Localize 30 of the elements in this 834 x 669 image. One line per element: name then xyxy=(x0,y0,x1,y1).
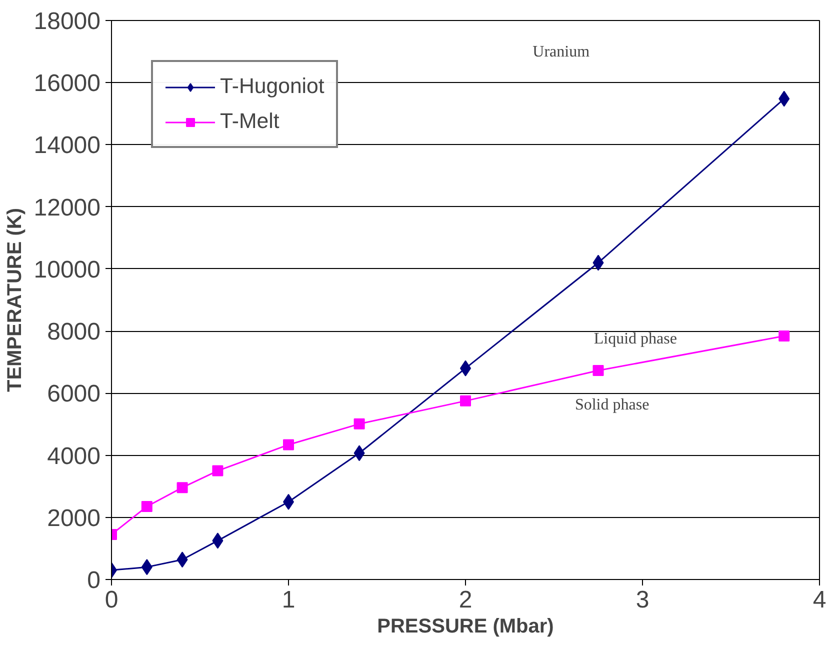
y-tick-label: 12000 xyxy=(34,194,101,222)
point xyxy=(592,364,604,376)
x-tick-label: 4 xyxy=(812,586,826,614)
legend-label: T-Hugoniot xyxy=(220,74,324,99)
point xyxy=(141,501,152,512)
y-tick-label: 6000 xyxy=(47,380,100,408)
legend-label: T-Melt xyxy=(220,109,280,134)
x-tick-label: 1 xyxy=(282,586,296,614)
point xyxy=(283,439,294,450)
annotation: Liquid phase xyxy=(594,330,677,348)
x-tick-label: 0 xyxy=(104,586,118,614)
y-tick-label: 4000 xyxy=(47,442,100,470)
point xyxy=(778,330,790,342)
y-tick-label: 8000 xyxy=(47,318,100,346)
annotation: Uranium xyxy=(532,43,590,60)
y-tick-label: 18000 xyxy=(34,8,101,35)
y-tick-label: 0 xyxy=(87,567,101,594)
point xyxy=(212,465,224,476)
y-tick-label: 14000 xyxy=(34,132,101,160)
point xyxy=(354,418,365,430)
x-tick-label: 3 xyxy=(636,586,650,614)
y-tick-label: 10000 xyxy=(34,256,101,284)
x-axis-title: PRESSURE (Mbar) xyxy=(377,616,554,638)
x-tick-label: 2 xyxy=(458,586,472,614)
y-tick-label: 16000 xyxy=(34,70,101,98)
point xyxy=(176,482,188,494)
y-tick-label: 2000 xyxy=(47,504,100,532)
point xyxy=(460,395,471,406)
y-axis-title: TEMPERATURE (K) xyxy=(4,208,26,392)
annotation: Solid phase xyxy=(574,396,650,414)
